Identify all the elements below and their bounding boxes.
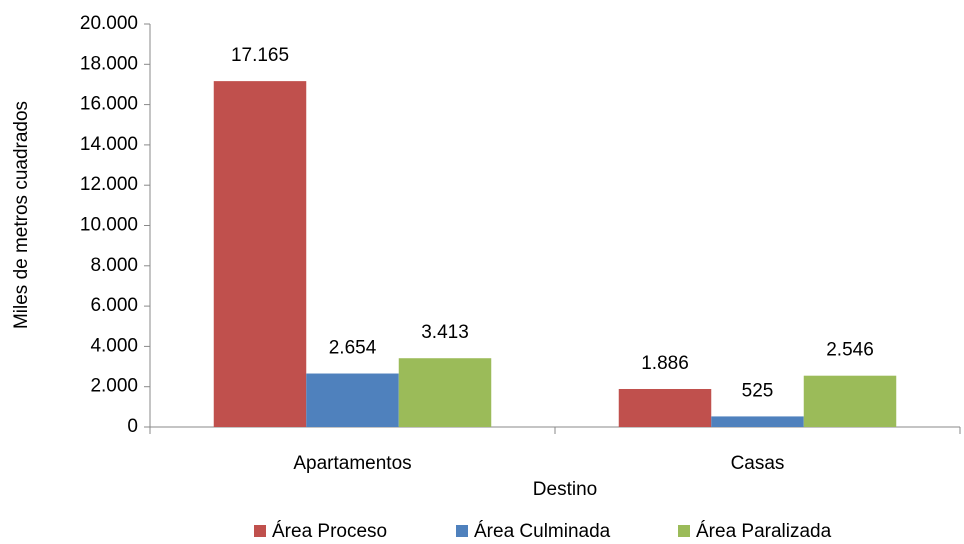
y-tick-label: 2.000 xyxy=(90,376,138,397)
data-label: 2.654 xyxy=(329,338,377,359)
y-tick-label: 10.000 xyxy=(80,215,138,236)
data-label: 2.546 xyxy=(826,340,874,361)
data-label: 1.886 xyxy=(641,353,689,374)
bar xyxy=(306,373,399,427)
legend-swatch xyxy=(456,525,468,537)
y-tick-label: 18.000 xyxy=(80,53,138,74)
data-label: 525 xyxy=(742,380,774,401)
y-tick-label: 0 xyxy=(127,416,138,437)
bar xyxy=(618,388,712,427)
y-tick-label: 8.000 xyxy=(90,255,138,276)
bar xyxy=(398,358,492,427)
legend-swatch xyxy=(254,525,266,537)
legend-swatch xyxy=(678,525,690,537)
y-tick-label: 12.000 xyxy=(80,174,138,195)
y-tick-label: 16.000 xyxy=(80,94,138,115)
data-label: 3.413 xyxy=(421,322,469,343)
bar xyxy=(803,375,897,427)
bar xyxy=(213,81,307,428)
legend-label: Área Paralizada xyxy=(696,521,832,542)
data-label: 17.165 xyxy=(231,45,289,66)
legend-label: Área Culminada xyxy=(474,521,611,542)
bar xyxy=(711,416,804,427)
y-tick-label: 14.000 xyxy=(80,134,138,155)
x-axis-title: Destino xyxy=(533,479,597,500)
y-axis-title: Miles de metros cuadrados xyxy=(11,101,32,329)
y-tick-label: 4.000 xyxy=(90,335,138,356)
y-tick-label: 6.000 xyxy=(90,295,138,316)
legend-label: Área Proceso xyxy=(272,521,387,542)
x-tick-label: Apartamentos xyxy=(293,453,411,474)
y-tick-label: 20.000 xyxy=(80,13,138,34)
x-tick-label: Casas xyxy=(731,453,785,474)
